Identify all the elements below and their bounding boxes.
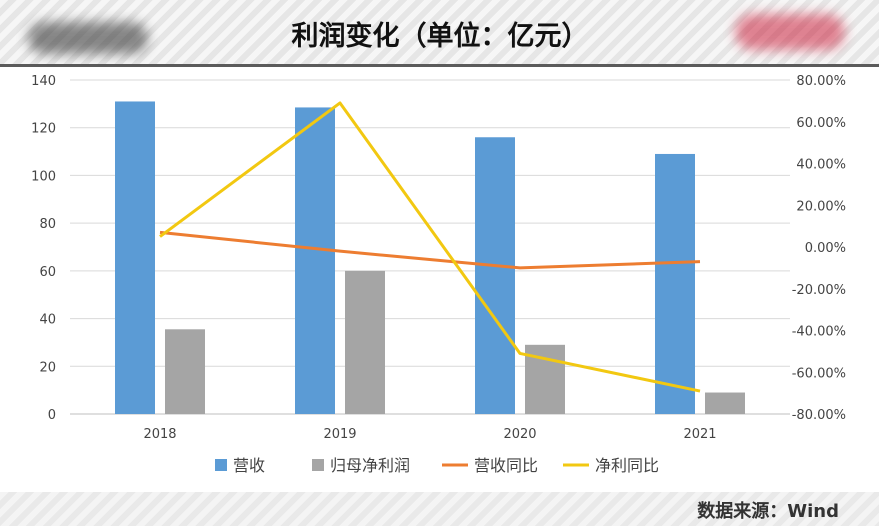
bar-revenue xyxy=(115,101,155,414)
combo-chart: 0 20 40 60 80 100 120 140 -80.00% -60.00% -40.00%… xyxy=(31,74,846,475)
bar-revenue xyxy=(475,137,515,414)
line-net-profit-yoy xyxy=(159,101,701,393)
right-tick-label: 80.00% xyxy=(796,74,846,89)
bar-net-profit xyxy=(165,329,205,414)
right-tick-label: -80.00% xyxy=(792,408,846,423)
legend-swatch xyxy=(215,459,227,471)
data-source: 数据来源：Wind xyxy=(697,501,839,522)
right-tick-label: -60.00% xyxy=(792,366,846,381)
legend-label: 营收同比 xyxy=(474,456,538,475)
right-tick-label: -40.00% xyxy=(792,325,846,340)
left-tick-label: 0 xyxy=(48,408,56,423)
x-tick-label: 2021 xyxy=(683,427,716,442)
left-axis-ticks: 0 20 40 60 80 100 120 140 xyxy=(31,74,56,423)
chart-panel: 0 20 40 60 80 100 120 140 -80.00% -60.00% -40.00%… xyxy=(0,67,879,492)
left-tick-label: 60 xyxy=(39,265,56,280)
right-axis-ticks: -80.00% -60.00% -40.00% -20.00% 0.00% 20.00% 4… xyxy=(792,74,846,423)
legend: 营收 归母净利润 营收同比 净利同比 xyxy=(215,456,659,475)
x-tick-label: 2020 xyxy=(503,427,536,442)
right-tick-label: -20.00% xyxy=(792,283,846,298)
legend-label: 营收 xyxy=(233,456,265,475)
line-revenue-yoy xyxy=(159,230,701,270)
header-bar: 利润变化（单位：亿元） xyxy=(0,0,879,67)
legend-swatch xyxy=(312,459,324,471)
legend-label: 净利同比 xyxy=(595,456,659,475)
lines xyxy=(159,101,701,393)
bar-revenue xyxy=(655,153,695,414)
right-tick-label: 40.00% xyxy=(796,158,846,173)
right-tick-label: 20.00% xyxy=(796,199,846,214)
left-tick-label: 40 xyxy=(39,313,56,328)
x-tick-label: 2018 xyxy=(143,427,176,442)
x-tick-label: 2019 xyxy=(323,427,356,442)
left-tick-label: 100 xyxy=(31,169,56,184)
blurred-logo-left xyxy=(28,22,148,54)
left-tick-label: 140 xyxy=(31,74,56,89)
right-tick-label: 0.00% xyxy=(805,241,846,256)
bar-net-profit xyxy=(705,392,745,414)
left-tick-label: 120 xyxy=(31,122,56,137)
bar-net-profit xyxy=(345,270,385,414)
left-tick-label: 80 xyxy=(39,217,56,232)
legend-label: 归母净利润 xyxy=(330,456,410,475)
x-axis-ticks: 2018 2019 2020 2021 xyxy=(143,427,716,442)
right-tick-label: 60.00% xyxy=(796,116,846,131)
bar-revenue xyxy=(295,107,335,414)
bars xyxy=(115,101,745,414)
left-tick-label: 20 xyxy=(39,360,56,375)
chart-title: 利润变化（单位：亿元） xyxy=(291,21,589,52)
blurred-logo-right xyxy=(735,14,845,50)
